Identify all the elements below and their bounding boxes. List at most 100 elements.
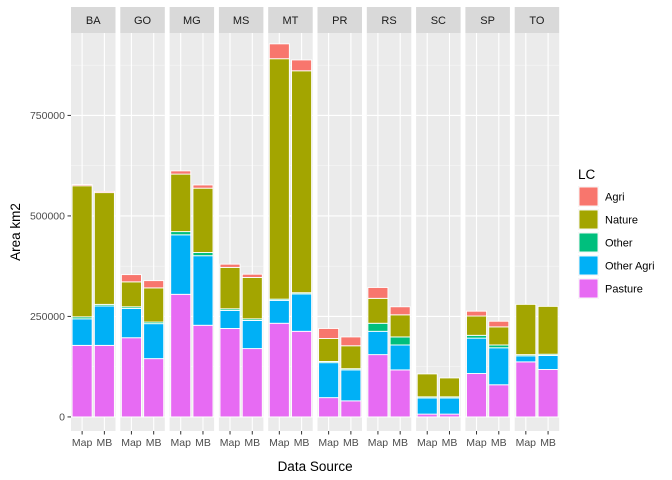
facet-strip-label: TO [529, 15, 545, 27]
bar-segment-nature [170, 173, 192, 233]
facet-panel-to: TO Map MB [514, 7, 560, 449]
x-tick-label: Map [220, 437, 241, 449]
bar-segment-nature [488, 326, 510, 346]
x-tick-label: MB [146, 437, 162, 449]
bar-segment-nature [120, 281, 142, 308]
bar-segment-agri [192, 184, 214, 189]
bar-segment-other-agri [71, 318, 93, 346]
bar-segment-pasture [241, 348, 263, 418]
bar-segment-agri [340, 336, 362, 347]
legend-key-agri [578, 186, 599, 207]
facet-strip [169, 7, 215, 33]
facet-strip [317, 7, 362, 33]
bar-segment-agri [219, 263, 241, 268]
facet-panel-sc: SC Map MB [416, 7, 461, 449]
bar-segment-nature [143, 287, 165, 323]
x-tick-label: Map [269, 437, 290, 449]
x-tick-label: Map [466, 437, 487, 449]
facet-strip-label: BA [86, 15, 101, 27]
bar-segment-agri [71, 184, 93, 187]
bar-segment-nature [241, 276, 263, 320]
y-axis-title: Area km2 [8, 203, 23, 261]
bar-segment-other-agri [488, 347, 510, 386]
x-tick-label: MB [195, 437, 211, 449]
facet-strip-label: MS [233, 15, 250, 27]
legend: LC Agri Nature Other Other Agri Pasture [578, 167, 655, 299]
x-tick-label: Map [121, 437, 142, 449]
bar-segment-nature [340, 345, 362, 370]
bar-segment-other-agri [219, 309, 241, 329]
bar-segment-agri [143, 280, 165, 289]
legend-key-other [578, 232, 599, 253]
bar-segment-other-agri [291, 293, 313, 332]
facet-strip [268, 7, 313, 33]
bar-segment-agri [389, 306, 411, 316]
bar-segment-nature [268, 58, 290, 300]
bar-segment-other-agri [340, 369, 362, 402]
legend-title: LC [578, 167, 596, 182]
x-tick-label: Map [516, 437, 537, 449]
bar-segment-agri [488, 320, 510, 328]
bar-segment-other-agri [241, 319, 263, 350]
facet-strip [218, 7, 264, 33]
x-tick-label: MB [540, 437, 556, 449]
x-tick-label: MB [442, 437, 458, 449]
bar-segment-nature [318, 338, 340, 362]
bar-segment-pasture [389, 369, 411, 418]
bar-segment-other-agri [367, 330, 389, 356]
facet-panel-pr: PR Map MB [317, 7, 362, 449]
x-tick-label: MB [392, 437, 408, 449]
legend-label: Other [605, 238, 633, 250]
bar-segment-agri [268, 43, 290, 60]
bar-segment-pasture [268, 322, 290, 418]
bar-segment-other-agri [439, 397, 460, 415]
x-axis-title: Data Source [278, 459, 353, 474]
bar-segment-pasture [515, 361, 537, 418]
facet-panel-go: GO Map MB [120, 7, 165, 449]
x-tick-label: Map [368, 437, 389, 449]
bar-segment-agri [367, 287, 389, 299]
bar-segment-agri [291, 59, 313, 72]
bar-segment-other [389, 336, 411, 346]
facet-strip [71, 7, 116, 33]
facet-strip-label: RS [381, 15, 396, 27]
legend-label: Pasture [605, 284, 643, 296]
facet-panel-mt: MT Map MB [268, 7, 313, 449]
bar-segment-pasture [170, 293, 192, 418]
bar-segment-nature [439, 377, 460, 398]
bar-segment-other-agri [416, 397, 438, 415]
bar-segment-nature [192, 187, 214, 253]
bar-segment-pasture [71, 344, 93, 418]
facet-strip-label: SC [431, 15, 446, 27]
facet-strip-label: MG [183, 15, 201, 27]
bar-segment-pasture [192, 324, 214, 418]
facet-panel-ba: BA Map MB [71, 7, 116, 449]
facet-panel-sp: SP Map MB [465, 7, 510, 449]
bar-segment-other-agri [192, 255, 214, 326]
facet-panel-rs: RS Map MB [366, 7, 412, 449]
bar-segment-pasture [143, 358, 165, 418]
bar-segment-other-agri [537, 354, 559, 370]
bar-segment-agri [466, 310, 487, 317]
bar-segment-pasture [367, 354, 389, 418]
bar-segment-other-agri [143, 323, 165, 360]
facet-strip-label: SP [480, 15, 495, 27]
bar-segment-agri [241, 273, 263, 278]
y-tick-label: 500000 [30, 211, 65, 223]
bar-segment-nature [515, 303, 537, 356]
legend-label: Nature [605, 215, 638, 227]
bar-segment-pasture [291, 330, 313, 418]
bar-segment-nature [416, 373, 438, 398]
x-tick-label: Map [171, 437, 192, 449]
x-tick-label: MB [97, 437, 113, 449]
bar-segment-other-agri [318, 362, 340, 399]
bar-segment-other [170, 231, 192, 236]
bar-segment-other-agri [268, 299, 290, 324]
facet-strip [120, 7, 165, 33]
bar-segment-pasture [466, 373, 487, 418]
bar-segment-agri [120, 274, 142, 283]
bar-segment-other [367, 322, 389, 332]
bar-segment-pasture [93, 344, 115, 418]
bar-segment-nature [93, 192, 115, 305]
